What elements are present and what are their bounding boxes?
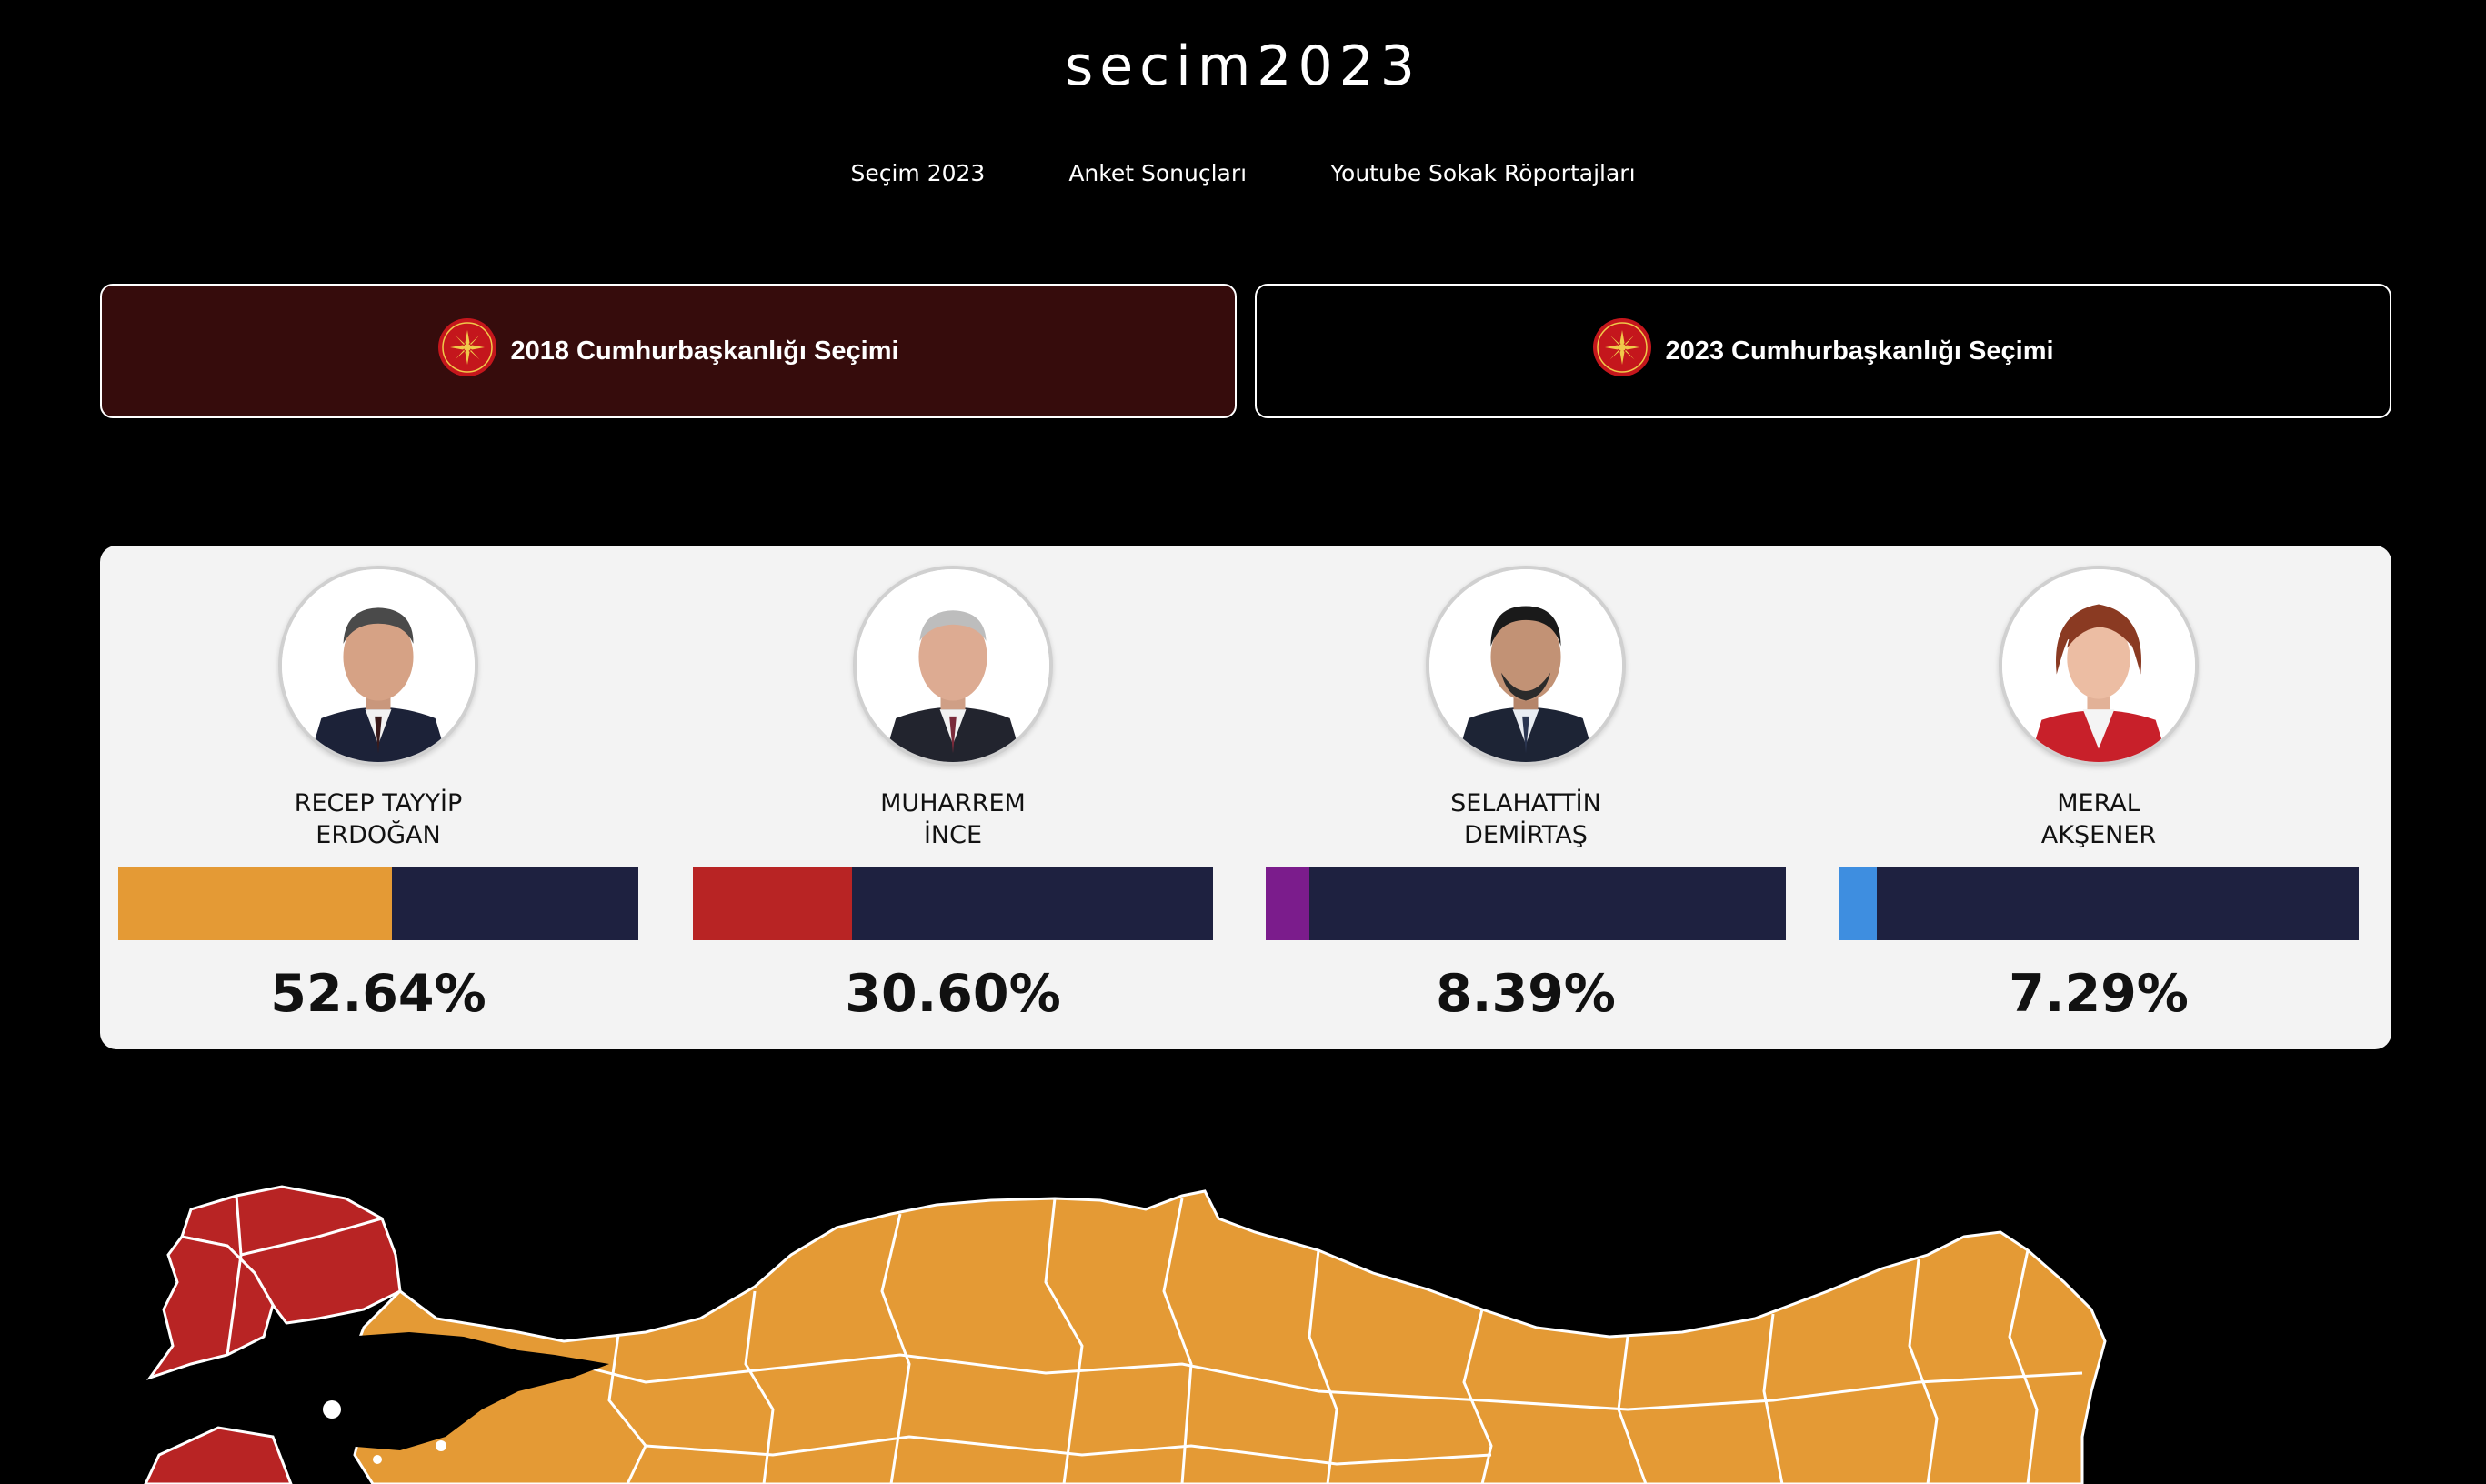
election-2023-label: 2023 Cumhurbaşkanlığı Seçimi — [1665, 336, 2054, 366]
vote-percent-ince: 30.60% — [845, 964, 1061, 1024]
candidate-card-erdogan[interactable]: RECEP TAYYİP ERDOĞAN 52.64% — [118, 546, 638, 1049]
map-region-west-coast[interactable] — [146, 1235, 275, 1380]
election-2018-button[interactable]: 2018 Cumhurbaşkanlığı Seçimi — [100, 284, 1237, 418]
turkey-results-map[interactable] — [136, 1182, 2273, 1484]
candidate-name-erdogan: RECEP TAYYİP ERDOĞAN — [294, 789, 463, 849]
vote-bar-aksener — [1839, 867, 2359, 940]
site-title: secim2023 — [1065, 35, 1421, 98]
election-2023-button[interactable]: 2023 Cumhurbaşkanlığı Seçimi — [1255, 284, 2391, 418]
presidential-seal-icon — [1592, 317, 1652, 385]
candidate-card-ince[interactable]: MUHARREM İNCE 30.60% — [693, 546, 1213, 1049]
election-2018-label: 2018 Cumhurbaşkanlığı Seçimi — [510, 336, 899, 366]
vote-bar-fill-ince — [693, 867, 853, 940]
nav-anket-sonuclari[interactable]: Anket Sonuçları — [1068, 160, 1248, 186]
vote-bar-ince — [693, 867, 1213, 940]
vote-bar-demirtas — [1266, 867, 1786, 940]
candidate-avatar-ince — [853, 566, 1053, 766]
candidate-card-aksener[interactable]: MERAL AKŞENER 7.29% — [1839, 546, 2359, 1049]
vote-percent-erdogan: 52.64% — [270, 964, 486, 1024]
nav-secim-2023[interactable]: Seçim 2023 — [850, 160, 986, 186]
candidate-name-demirtas: SELAHATTİN DEMİRTAŞ — [1450, 789, 1601, 849]
vote-bar-fill-aksener — [1839, 867, 1877, 940]
map-region-anatolia[interactable] — [348, 1189, 2107, 1484]
candidate-avatar-erdogan — [278, 566, 478, 766]
candidate-name-ince: MUHARREM İNCE — [880, 789, 1026, 849]
vote-bar-fill-demirtas — [1266, 867, 1309, 940]
nav-youtube-sokak-roportajlari[interactable]: Youtube Sokak Röportajları — [1330, 160, 1636, 186]
vote-percent-aksener: 7.29% — [2009, 964, 2189, 1024]
candidate-name-aksener: MERAL AKŞENER — [2040, 789, 2157, 849]
vote-percent-demirtas: 8.39% — [1436, 964, 1616, 1024]
vote-bar-erdogan — [118, 867, 638, 940]
main-nav: Seçim 2023 Anket Sonuçları Youtube Sokak… — [0, 160, 2486, 186]
candidate-card-demirtas[interactable]: SELAHATTİN DEMİRTAŞ 8.39% — [1266, 546, 1786, 1049]
presidential-seal-icon — [437, 317, 497, 385]
results-card: RECEP TAYYİP ERDOĞAN 52.64% MUHARREM İNC… — [100, 546, 2391, 1049]
candidate-avatar-demirtas — [1426, 566, 1626, 766]
candidate-avatar-aksener — [1999, 566, 2199, 766]
vote-bar-fill-erdogan — [118, 867, 393, 940]
map-sea-marmara — [273, 1332, 609, 1450]
